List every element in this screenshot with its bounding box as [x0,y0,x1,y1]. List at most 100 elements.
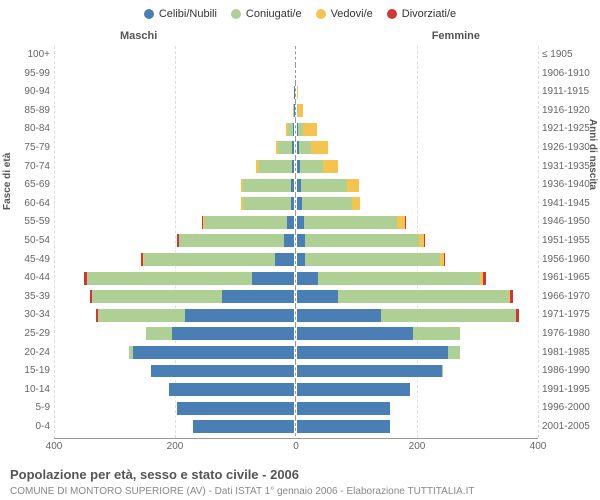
segment [305,234,419,247]
birth-label: 1916-1920 [542,102,598,120]
segment [413,327,460,340]
segment [297,216,304,229]
bar-male [94,345,295,360]
age-label: 65-69 [8,176,50,194]
bar-female [296,178,419,193]
birth-label: 1966-1970 [542,288,598,306]
segment [292,141,294,154]
segment [169,383,294,396]
bar-female [296,289,526,304]
legend-dot [387,9,397,19]
segment [298,104,303,117]
bar-female [296,308,529,323]
bar-male [138,419,295,434]
age-label: 40-44 [8,269,50,287]
bar-male [126,233,295,248]
segment [179,234,283,247]
gridline [538,46,539,438]
pyramid-row: 50-541951-1955 [54,232,538,251]
pyramid-row: 25-291976-1980 [54,325,538,344]
x-tick: 200 [409,441,426,452]
segment [146,327,172,340]
segment [297,346,448,359]
age-label: 25-29 [8,325,50,343]
segment [98,309,185,322]
age-label: 70-74 [8,158,50,176]
chart-area: 100+≤ 190595-991906-191090-941911-191585… [54,46,538,438]
segment [444,253,446,266]
segment [278,141,293,154]
age-label: 45-49 [8,251,50,269]
bar-male [293,66,295,81]
pyramid-row: 45-491956-1960 [54,251,538,270]
segment [292,160,294,173]
bar-male [181,178,295,193]
segment [243,179,291,192]
segment [297,290,338,303]
segment [297,402,390,415]
bar-male [251,122,295,137]
chart-caption: Popolazione per età, sesso e stato civil… [10,467,299,482]
segment [352,197,360,210]
bar-male [199,159,295,174]
segment [172,327,294,340]
segment [177,402,294,415]
segment [297,234,305,247]
segment [318,272,480,285]
age-label: 80-84 [8,120,50,138]
bar-female [296,159,397,174]
segment [151,365,294,378]
pyramid-row: 65-691936-1940 [54,176,538,195]
segment [405,216,406,229]
birth-label: 1986-1990 [542,362,598,380]
bar-female [296,233,473,248]
pyramid-row: 35-391966-1970 [54,288,538,307]
age-label: 85-89 [8,102,50,120]
segment [259,160,292,173]
segment [291,197,294,210]
segment [381,309,517,322]
segment [185,309,294,322]
birth-label: 1911-1915 [542,83,598,101]
legend-dot [231,9,241,19]
segment [397,216,405,229]
segment [300,160,324,173]
legend-label: Coniugati/e [246,8,302,20]
segment [297,365,442,378]
age-label: 30-34 [8,306,50,324]
birth-label: 1926-1930 [542,139,598,157]
bar-female [296,66,299,81]
bar-female [296,196,420,211]
age-label: 100+ [8,46,50,64]
age-label: 35-39 [8,288,50,306]
pyramid-row: 80-841921-1925 [54,120,538,139]
segment [516,309,519,322]
age-label: 55-59 [8,213,50,231]
segment [87,272,252,285]
bar-male [105,326,295,341]
segment [424,234,425,247]
chart-subcaption: COMUNE DI MONTORO SUPERIORE (AV) - Dati … [10,486,475,497]
bar-female [296,345,496,360]
segment [193,420,294,433]
segment [347,179,359,192]
bar-male [181,196,295,211]
segment [297,383,410,396]
segment [287,216,294,229]
birth-label: 1931-1935 [542,158,598,176]
legend-item: Vedovi/e [316,8,373,20]
pyramid-row: 15-191986-1990 [54,362,538,381]
segment [133,346,294,359]
bar-female [296,326,496,341]
birth-label: 1991-1995 [542,381,598,399]
segment [252,272,294,285]
x-tick: 200 [167,441,184,452]
bar-female [296,140,384,155]
bar-male [286,85,295,100]
pyramid-row: 40-441961-1965 [54,269,538,288]
birth-label: 1996-2000 [542,399,598,417]
age-label: 50-54 [8,232,50,250]
x-tick: 400 [46,441,63,452]
legend-item: Coniugati/e [231,8,302,20]
pyramid-row: 0-42001-2005 [54,418,538,437]
